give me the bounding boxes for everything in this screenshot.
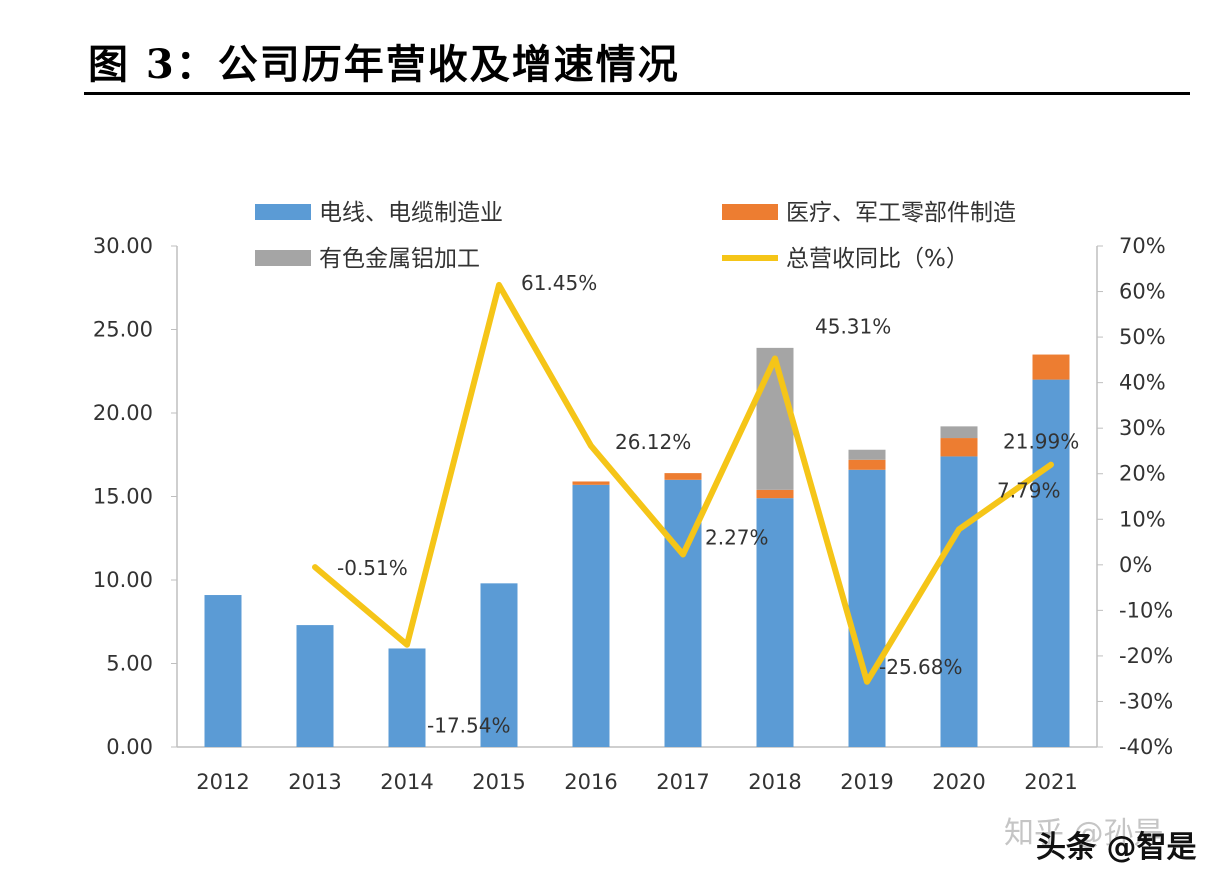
legend-swatch	[255, 250, 311, 266]
x-tick-label: 2020	[932, 770, 985, 794]
legend-label: 医疗、军工零部件制造	[786, 200, 1016, 226]
growth-data-label: -17.54%	[427, 714, 510, 738]
growth-line	[312, 281, 1054, 685]
legend-swatch	[722, 204, 778, 220]
medical-bar	[848, 459, 886, 470]
growth-data-label: 7.79%	[997, 478, 1061, 502]
growth-data-label: 2.27%	[705, 525, 769, 549]
growth-data-label: 45.31%	[815, 314, 891, 338]
x-tick-label: 2017	[656, 770, 709, 794]
zhihu-watermark: 知乎 @孙是	[1004, 816, 1164, 851]
x-tick-label: 2013	[288, 770, 341, 794]
x-tick-label: 2014	[380, 770, 433, 794]
x-tick-label: 2016	[564, 770, 617, 794]
cable-bar	[848, 469, 886, 747]
right-tick-label: 50%	[1119, 325, 1166, 349]
right-tick-label: -20%	[1119, 644, 1173, 668]
cable-bar	[296, 625, 334, 747]
toutiao-watermark: 头条 @智是	[1036, 830, 1197, 865]
right-tick-label: -10%	[1119, 598, 1173, 622]
legend-label: 电线、电缆制造业	[319, 200, 503, 226]
cable-bar	[388, 648, 426, 747]
left-tick-label: 0.00	[106, 735, 153, 759]
left-tick-label: 15.00	[93, 485, 153, 509]
right-tick-label: 30%	[1119, 416, 1166, 440]
cable-bar	[1032, 379, 1070, 747]
page-title: 图 3：公司历年营收及增速情况	[88, 41, 680, 88]
aluminum-bar	[940, 426, 978, 439]
x-tick-label: 2015	[472, 770, 525, 794]
x-tick-label: 2012	[196, 770, 249, 794]
cable-bar	[572, 484, 610, 747]
left-tick-label: 25.00	[93, 318, 153, 342]
medical-bar	[1032, 354, 1070, 380]
right-tick-label: 40%	[1119, 371, 1166, 395]
growth-data-label: -0.51%	[337, 556, 408, 580]
x-tick-label: 2021	[1024, 770, 1077, 794]
title-rule: 图 3：公司历年营收及增速情况	[84, 26, 1190, 95]
medical-bar	[664, 473, 702, 480]
cable-bar	[940, 456, 978, 747]
aluminum-bar	[848, 449, 886, 460]
left-tick-label: 5.00	[106, 652, 153, 676]
x-tick-label: 2018	[748, 770, 801, 794]
medical-bar	[940, 438, 978, 457]
legend-label: 总营收同比（%）	[786, 246, 969, 272]
right-tick-label: 0%	[1119, 553, 1152, 577]
left-tick-label: 30.00	[93, 234, 153, 258]
growth-data-label: 26.12%	[615, 430, 691, 454]
x-tick-label: 2019	[840, 770, 893, 794]
right-tick-label: 10%	[1119, 507, 1166, 531]
growth-data-label: 61.45%	[521, 271, 597, 295]
right-tick-label: 20%	[1119, 462, 1166, 486]
right-tick-label: 60%	[1119, 280, 1166, 304]
right-tick-label: -40%	[1119, 735, 1173, 759]
legend-swatch	[255, 204, 311, 220]
left-tick-label: 10.00	[93, 568, 153, 592]
medical-bar	[572, 481, 610, 485]
right-tick-label: -30%	[1119, 689, 1173, 713]
aluminum-bar	[756, 347, 794, 490]
cable-bar	[480, 583, 518, 747]
cable-bar	[204, 595, 242, 747]
medical-bar	[756, 489, 794, 499]
right-tick-label: 70%	[1119, 234, 1166, 258]
cable-bar	[756, 498, 794, 747]
left-tick-label: 20.00	[93, 401, 153, 425]
legend-label: 有色金属铝加工	[319, 246, 480, 272]
growth-data-label: -25.68%	[879, 655, 962, 679]
growth-data-label: 21.99%	[1003, 430, 1079, 454]
